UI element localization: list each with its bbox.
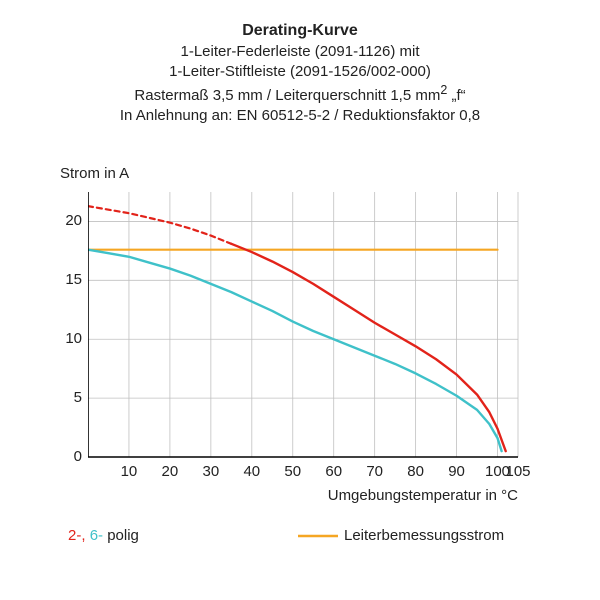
title-line-5: In Anlehnung an: EN 60512-5-2 / Reduktio… xyxy=(0,106,600,126)
x-tick-label: 20 xyxy=(156,463,184,480)
chart-canvas xyxy=(88,192,520,459)
x-tick-label: 40 xyxy=(238,463,266,480)
x-tick-label: 90 xyxy=(443,463,471,480)
y-tick-label: 10 xyxy=(65,330,82,347)
legend-rated-label: Leiterbemessungsstrom xyxy=(344,527,504,544)
x-tick-label: 70 xyxy=(361,463,389,480)
title-line-4-suffix: „f“ xyxy=(447,87,465,104)
title-bold-text: Derating-Kurve xyxy=(242,22,358,39)
y-tick-label: 0 xyxy=(74,448,82,465)
y-tick-label: 20 xyxy=(65,212,82,229)
page-root: Derating-Kurve 1-Leiter-Federleiste (209… xyxy=(0,0,600,600)
x-tick-label: 105 xyxy=(504,463,532,480)
legend-polig-label: polig xyxy=(103,527,139,544)
title-line-3: 1-Leiter-Stiftleiste (2091-1526/002-000) xyxy=(0,62,600,82)
y-tick-label: 5 xyxy=(74,389,82,406)
title-line-2: 1-Leiter-Federleiste (2091-1126) mit xyxy=(0,42,600,62)
x-tick-label: 50 xyxy=(279,463,307,480)
x-tick-label: 80 xyxy=(402,463,430,480)
title-line-1: Derating-Kurve xyxy=(0,20,600,42)
legend-2pole-label: 2-, xyxy=(68,527,86,544)
title-block: Derating-Kurve 1-Leiter-Federleiste (209… xyxy=(0,20,600,127)
title-line-4: Rastermaß 3,5 mm / Leiterquerschnitt 1,5… xyxy=(0,82,600,106)
title-line-4-prefix: Rastermaß 3,5 mm / Leiterquerschnitt 1,5… xyxy=(134,87,440,104)
legend-rated-swatch xyxy=(298,531,338,541)
y-tick-label: 15 xyxy=(65,271,82,288)
y-axis-label: Strom in A xyxy=(60,165,129,182)
legend-2pole: 2-, 6- polig xyxy=(68,527,139,544)
x-tick-label: 60 xyxy=(320,463,348,480)
x-tick-label: 10 xyxy=(115,463,143,480)
legend-rated: Leiterbemessungsstrom xyxy=(298,527,504,544)
legend-6pole-label: 6- xyxy=(90,527,103,544)
x-axis-label: Umgebungstemperatur in °C xyxy=(288,487,518,504)
x-tick-label: 30 xyxy=(197,463,225,480)
